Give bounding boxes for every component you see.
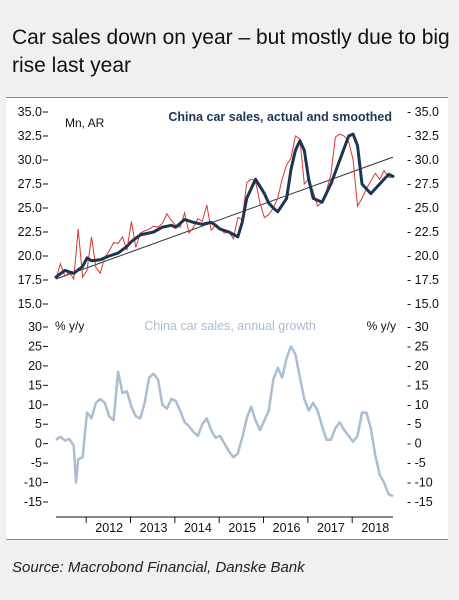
source-note: Source: Macrobond Financial, Danske Bank — [12, 559, 305, 576]
top-y-unit: Mn, AR — [65, 116, 105, 130]
top-y-tick-right: - 32.5 — [407, 129, 439, 143]
x-tick-label: 2013 — [140, 521, 168, 535]
top-y-tick-right: - 20.0 — [407, 249, 439, 263]
top-y-tick-left: 25.0 — [18, 201, 42, 215]
smoothed-sales-line — [54, 132, 395, 279]
top-y-tick-right: - 17.5 — [407, 273, 439, 287]
bottom-y-unit-left: % y/y — [55, 319, 84, 333]
bottom-y-tick-left: 5 — [35, 417, 42, 431]
top-y-tick-left: 32.5 — [18, 129, 42, 143]
actual-sales-line — [55, 133, 393, 281]
chart-panel — [6, 98, 448, 539]
top-y-tick-right: - 35.0 — [407, 105, 439, 119]
bottom-y-tick-right: - 25 — [407, 339, 429, 353]
x-tick-label: 2018 — [361, 521, 389, 535]
top-y-tick-left: 35.0 — [18, 105, 42, 119]
bottom-y-tick-right: - -5 — [407, 456, 426, 470]
x-tick-label: 2016 — [273, 521, 301, 535]
bottom-y-tick-left: 0 — [35, 437, 42, 451]
top-y-tick-left: 22.5 — [18, 225, 42, 239]
bottom-y-tick-left: 30 — [28, 320, 42, 334]
top-y-tick-right: - 30.0 — [407, 153, 439, 167]
bottom-series-title: China car sales, annual growth — [144, 319, 316, 333]
bottom-divider — [6, 539, 448, 540]
bottom-y-tick-right: - 30 — [407, 320, 429, 334]
bottom-y-tick-right: - -10 — [407, 476, 433, 490]
top-divider — [6, 97, 448, 98]
annual-growth-line — [55, 345, 394, 498]
trend-line — [55, 156, 394, 280]
bottom-y-tick-right: - 20 — [407, 359, 429, 373]
bottom-y-tick-right: - 0 — [407, 437, 422, 451]
x-tick-label: 2015 — [228, 521, 256, 535]
top-y-tick-right: - 25.0 — [407, 201, 439, 215]
top-y-tick-left: 15.0 — [18, 297, 42, 311]
x-tick-label: 2014 — [184, 521, 212, 535]
top-y-tick-left: 30.0 — [18, 153, 42, 167]
top-y-tick-right: - 22.5 — [407, 225, 439, 239]
bottom-y-tick-right: - 15 — [407, 378, 429, 392]
bottom-y-tick-right: - -15 — [407, 495, 433, 509]
bottom-y-tick-left: 10 — [28, 398, 42, 412]
bottom-y-tick-right: - 10 — [407, 398, 429, 412]
x-tick-label: 2012 — [95, 521, 123, 535]
x-tick-label: 2017 — [317, 521, 345, 535]
bottom-y-tick-left: 15 — [28, 378, 42, 392]
bottom-y-tick-left: 20 — [28, 359, 42, 373]
bottom-y-tick-left: -10 — [24, 476, 42, 490]
bottom-y-unit-right: % y/y — [367, 319, 396, 333]
top-y-tick-right: - 15.0 — [407, 297, 439, 311]
bottom-y-tick-left: -5 — [31, 456, 42, 470]
bottom-y-tick-left: -15 — [24, 495, 42, 509]
bottom-y-tick-right: - 5 — [407, 417, 422, 431]
bottom-y-tick-left: 25 — [28, 339, 42, 353]
top-y-tick-right: - 27.5 — [407, 177, 439, 191]
top-y-tick-left: 17.5 — [18, 273, 42, 287]
chart-title: Car sales down on year – but mostly due … — [12, 26, 450, 77]
top-y-tick-left: 20.0 — [18, 249, 42, 263]
top-y-tick-left: 27.5 — [18, 177, 42, 191]
top-series-title: China car sales, actual and smoothed — [168, 110, 392, 124]
